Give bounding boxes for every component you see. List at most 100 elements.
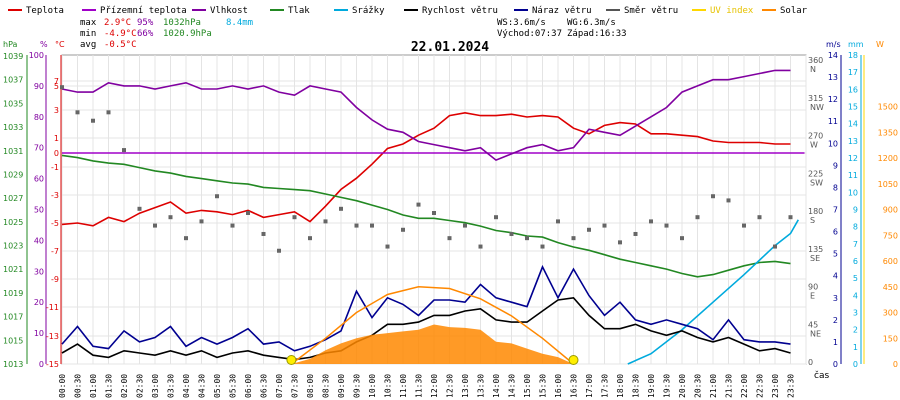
temperature-tick-label: -1	[51, 163, 59, 172]
pressure-tick-label: 1033	[3, 123, 23, 132]
rain-tick-label: 9	[853, 206, 858, 215]
wind-speed-unit: m/s	[826, 40, 841, 49]
solar-tick-label: 1050	[878, 180, 898, 189]
rain-tick-label: 16	[848, 85, 858, 94]
axes: hPa% °C1039103710351033103110291027102510…	[3, 40, 898, 369]
rain-tick-label: 18	[848, 51, 858, 60]
wind-speed-avg: WS:3.6m/s	[497, 18, 546, 28]
avg-temp: -0.5°C	[104, 40, 137, 50]
rain-tick-label: 12	[848, 154, 858, 163]
wind-direction-point	[354, 223, 359, 228]
x-tick-label: 09:30	[353, 374, 362, 398]
wind-direction-point	[230, 223, 235, 228]
x-tick-label: 16:30	[570, 374, 579, 398]
min-pressure: 1020.9hPa	[163, 29, 212, 39]
stats-panel: max 2.9°C 95% 1032hPa 8.4mm min -4.9°C 6…	[80, 18, 627, 50]
x-tick-label: 03:00	[151, 374, 160, 398]
x-tick-label: 15:00	[523, 374, 532, 398]
x-tick-label: 16:00	[554, 374, 563, 398]
wind-speed-tick-label: 8	[833, 183, 838, 192]
rain-unit: mm	[848, 40, 864, 49]
wind-direction-point	[432, 211, 436, 215]
wind-speed-tick-label: 7	[833, 206, 838, 215]
wind-direction-point	[447, 236, 452, 241]
x-tick-label: 09:00	[337, 374, 346, 398]
wind-speed-tick-label: 4	[833, 272, 838, 281]
x-tick-label: 13:00	[461, 374, 470, 398]
wind-direction-point	[556, 219, 560, 224]
humidity-tick-label: 40	[34, 236, 44, 245]
x-tick-label: 23:30	[787, 374, 796, 398]
wind-gust-max: WG:6.3m/s	[567, 18, 616, 28]
wind-speed-tick-label: 9	[833, 161, 838, 170]
legend-label: Tlak	[288, 6, 310, 16]
wind-direction-point	[649, 219, 653, 224]
x-tick-label: 07:00	[275, 374, 284, 398]
wind-direction-point	[633, 231, 638, 236]
pressure-tick-label: 1017	[3, 313, 23, 322]
rain-tick-label: 5	[853, 274, 858, 283]
x-tick-label: 18:30	[632, 374, 641, 398]
wind-direction-point	[199, 219, 204, 224]
wind-direction-tick-label: N	[810, 65, 816, 74]
rain-tick-label: 1	[853, 343, 858, 352]
temperature-tick-label: -3	[51, 191, 59, 200]
x-tick-label: 02:00	[120, 374, 129, 398]
pressure-tick-label: 1029	[3, 170, 23, 179]
wind-direction-point	[370, 223, 374, 228]
wind-direction-point	[385, 244, 390, 249]
pressure-tick-label: 1013	[3, 360, 23, 369]
wind-direction-tick-label: 90	[808, 283, 818, 292]
wind-direction-point	[711, 194, 715, 199]
wind-speed-tick-label: 2	[833, 316, 838, 325]
temperature-tick-label: -15	[46, 360, 59, 369]
series-solar-area	[291, 324, 574, 364]
wind-speed-tick-label: 0	[833, 360, 838, 369]
rain-tick-label: 15	[848, 103, 858, 112]
solar-tick-label: 450	[883, 283, 898, 292]
wind-direction-point	[587, 227, 591, 232]
rain-tick-label: 14	[848, 120, 858, 129]
pressure-tick-label: 1015	[3, 336, 23, 345]
temperature-tick-label: 1	[54, 134, 59, 143]
min-humidity: 66%	[137, 29, 154, 39]
wind-direction-point	[215, 194, 219, 199]
solar-tick-label: 300	[883, 309, 898, 318]
solar-tick-label: 1200	[878, 154, 898, 163]
x-tick-label: 17:00	[585, 374, 594, 398]
solar-tick-label: 150	[883, 334, 898, 343]
rain-tick-label: 3	[853, 309, 858, 318]
wind-direction-point	[463, 223, 467, 228]
rain-tick-label: 4	[853, 291, 858, 300]
legend-label: Náraz větru	[532, 6, 592, 16]
temperature-tick-label: -5	[51, 219, 59, 228]
x-tick-label: 04:30	[198, 374, 207, 398]
wind-direction-point	[525, 236, 529, 241]
pressure-tick-label: 1037	[3, 76, 23, 85]
legend-label: Směr větru	[624, 6, 678, 16]
wind-direction-point	[292, 215, 297, 220]
x-tick-label: 07:30	[291, 374, 300, 398]
wind-direction-tick-label: S	[810, 216, 815, 225]
pressure-tick-label: 1035	[3, 99, 23, 108]
wind-direction-tick-label: 270	[808, 132, 823, 141]
avg-label: avg	[80, 40, 96, 50]
x-axis: 00:00 00:30 01:00 01:30 02:00 02:30 03:00 03:30…	[58, 370, 829, 398]
rain-tick-label: 13	[848, 137, 858, 146]
x-tick-label: 10:30	[384, 374, 393, 398]
x-tick-label: 22:00	[740, 374, 749, 398]
wind-speed-tick-label: 6	[833, 228, 838, 237]
wind-direction-point	[91, 118, 95, 123]
wind-direction-tick-label: 180	[808, 207, 823, 216]
wind-direction-point	[695, 215, 700, 220]
wind-direction-point	[788, 215, 793, 220]
uv-marker	[286, 355, 297, 365]
rain-tick-label: 11	[848, 171, 858, 180]
legend-label: Solar	[780, 6, 808, 16]
wind-direction-point	[106, 110, 111, 115]
wind-speed-tick-label: 11	[828, 117, 838, 126]
pressure-tick-label: 1039	[3, 52, 23, 61]
x-tick-label: 06:30	[260, 374, 269, 398]
pressure-tick-label: 1025	[3, 218, 23, 227]
x-tick-label: 19:00	[647, 374, 656, 398]
